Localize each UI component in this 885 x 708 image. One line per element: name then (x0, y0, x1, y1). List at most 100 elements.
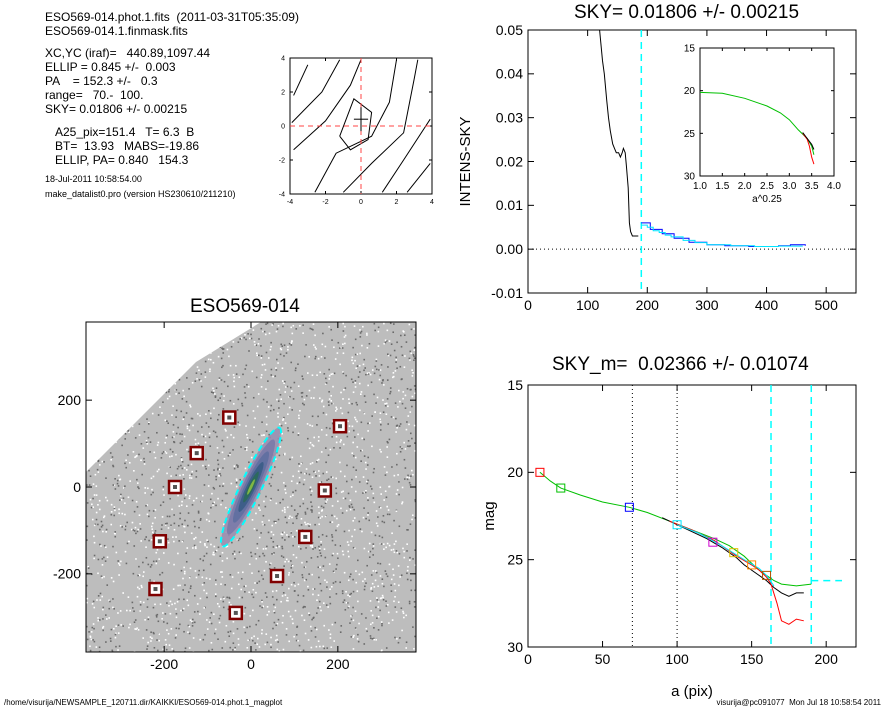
noise-pixel (189, 404, 191, 407)
noise-pixel (235, 373, 238, 375)
noise-pixel (221, 560, 224, 562)
noise-pixel (248, 350, 250, 352)
noise-pixel (286, 521, 288, 524)
noise-pixel (270, 341, 272, 344)
noise-pixel (109, 342, 111, 345)
noise-pixel (179, 374, 182, 377)
noise-pixel (198, 526, 200, 529)
noise-pixel (253, 528, 256, 530)
noise-pixel (155, 560, 158, 562)
noise-pixel (263, 569, 266, 572)
noise-pixel (245, 425, 247, 427)
noise-pixel (191, 620, 193, 623)
noise-pixel (290, 567, 293, 569)
noise-pixel (288, 640, 291, 643)
noise-pixel (168, 644, 171, 646)
noise-pixel (213, 613, 215, 615)
noise-pixel (140, 540, 142, 542)
noise-pixel (226, 596, 228, 599)
noise-pixel (133, 610, 135, 613)
noise-pixel (314, 471, 316, 474)
noise-pixel (204, 360, 207, 363)
noise-pixel (104, 353, 107, 356)
noise-pixel (339, 581, 341, 584)
noise-pixel (242, 373, 244, 376)
noise-pixel (223, 395, 225, 397)
noise-pixel (97, 523, 99, 526)
contour-inset-xtick-label: -2 (322, 199, 328, 206)
noise-pixel (248, 591, 250, 594)
noise-pixel (161, 524, 163, 526)
noise-pixel (343, 530, 346, 533)
noise-pixel (358, 481, 361, 483)
noise-pixel (92, 359, 95, 361)
noise-pixel (196, 603, 199, 605)
noise-pixel (273, 610, 275, 612)
noise-pixel (391, 619, 394, 621)
noise-pixel (173, 436, 175, 438)
noise-pixel (93, 365, 96, 368)
noise-pixel (394, 595, 396, 598)
noise-pixel (205, 468, 207, 470)
noise-pixel (247, 333, 249, 335)
noise-pixel (254, 582, 256, 584)
noise-pixel (198, 379, 201, 381)
noise-pixel (402, 547, 404, 550)
noise-pixel (284, 485, 287, 487)
noise-pixel (247, 385, 250, 388)
noise-pixel (310, 328, 313, 330)
noise-pixel (119, 610, 122, 612)
noise-pixel (164, 381, 166, 383)
noise-pixel (190, 348, 192, 351)
noise-pixel (380, 543, 383, 545)
noise-pixel (154, 516, 156, 519)
noise-pixel (335, 435, 338, 438)
noise-pixel (301, 375, 304, 378)
noise-pixel (137, 486, 139, 488)
noise-pixel (373, 322, 376, 325)
noise-pixel (174, 602, 176, 605)
noise-pixel (269, 562, 272, 565)
noise-pixel (126, 609, 128, 612)
noise-pixel (291, 564, 293, 567)
noise-pixel (319, 566, 321, 568)
noise-pixel (184, 531, 186, 534)
noise-pixel (404, 467, 407, 469)
noise-pixel (130, 388, 132, 391)
noise-pixel (385, 496, 388, 499)
noise-pixel (392, 375, 395, 378)
noise-pixel (357, 640, 360, 643)
noise-pixel (272, 590, 274, 593)
noise-pixel (244, 631, 247, 634)
noise-pixel (365, 489, 367, 492)
noise-pixel (88, 631, 90, 633)
noise-pixel (258, 536, 261, 539)
noise-pixel (333, 640, 336, 642)
noise-pixel (92, 364, 94, 366)
noise-pixel (179, 584, 181, 587)
noise-pixel (325, 461, 327, 464)
noise-pixel (230, 604, 232, 606)
noise-pixel (317, 640, 320, 643)
noise-pixel (314, 357, 317, 360)
noise-pixel (346, 464, 348, 467)
noise-pixel (340, 491, 343, 493)
noise-pixel (181, 609, 184, 612)
noise-pixel (334, 544, 337, 546)
noise-pixel (129, 419, 132, 421)
noise-pixel (369, 637, 372, 639)
noise-pixel (314, 523, 316, 526)
noise-pixel (377, 330, 380, 333)
noise-pixel (403, 441, 405, 444)
noise-pixel (164, 450, 166, 453)
noise-pixel (103, 544, 106, 547)
noise-pixel (278, 454, 281, 457)
noise-pixel (351, 452, 354, 455)
noise-pixel (151, 637, 153, 640)
noise-pixel (325, 382, 328, 384)
noise-pixel (151, 522, 154, 525)
noise-pixel (137, 574, 139, 577)
noise-pixel (324, 383, 327, 385)
noise-pixel (105, 441, 107, 443)
noise-pixel (349, 622, 351, 624)
